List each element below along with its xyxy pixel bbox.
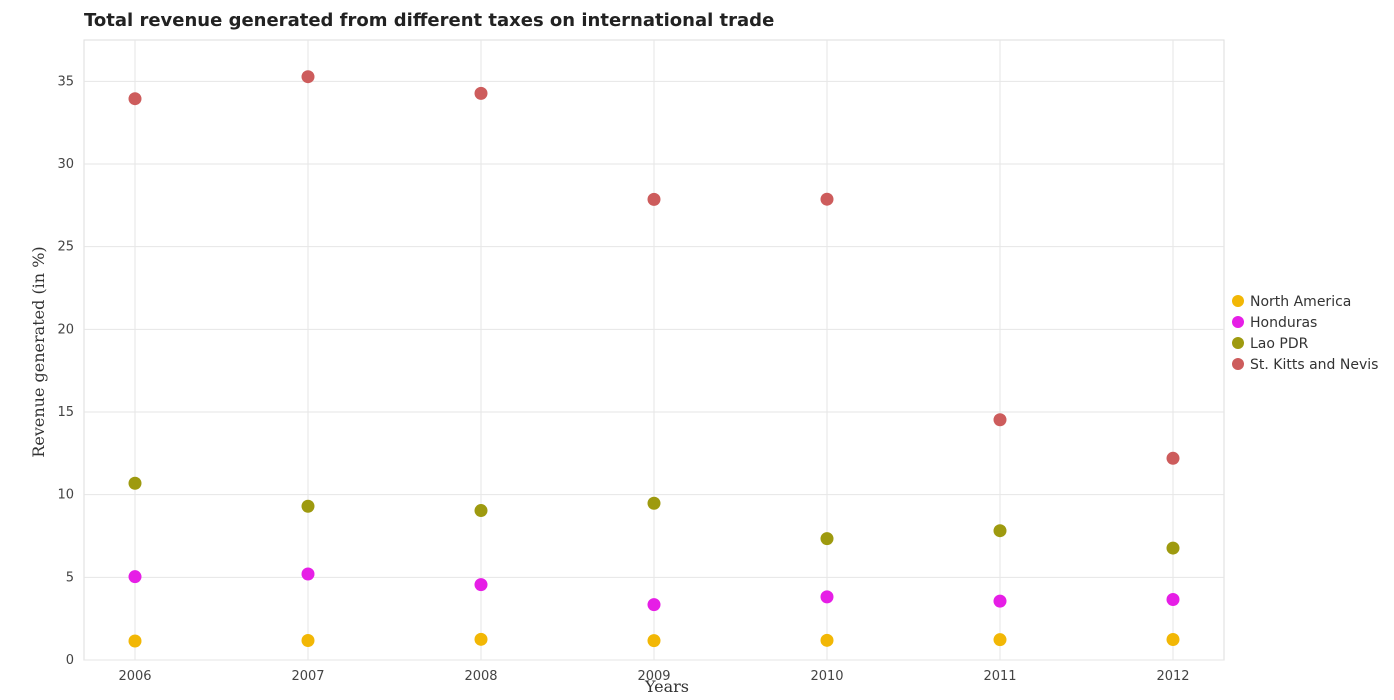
y-tick-label: 15 [57, 405, 74, 420]
legend-marker [1232, 295, 1244, 307]
data-point-north-america [993, 633, 1007, 647]
legend-marker [1232, 337, 1244, 349]
data-point-honduras [1166, 592, 1180, 606]
y-tick-label: 5 [66, 570, 74, 585]
legend-label: Lao PDR [1250, 336, 1309, 352]
data-point-lao-pdr [993, 524, 1007, 538]
data-point-honduras [993, 594, 1007, 608]
data-point-st-kitts-and-nevis [820, 192, 834, 206]
data-point-lao-pdr [647, 496, 661, 510]
data-point-north-america [1166, 632, 1180, 646]
data-point-honduras [820, 590, 834, 604]
legend-marker [1232, 358, 1244, 370]
chart-title: Total revenue generated from different t… [84, 10, 774, 31]
data-point-north-america [647, 634, 661, 648]
data-point-lao-pdr [128, 476, 142, 490]
y-tick-label: 30 [57, 157, 74, 172]
legend: North America Honduras Lao PDR St. Kitts an… [1232, 294, 1378, 373]
data-point-honduras [474, 578, 488, 592]
grid [83, 39, 1225, 661]
x-tick-label: 2009 [637, 669, 670, 684]
y-tick-label: 10 [57, 488, 74, 503]
data-point-st-kitts-and-nevis [301, 70, 315, 84]
legend-label: North America [1250, 294, 1351, 310]
x-tick-label: 2006 [118, 669, 151, 684]
x-tick-label: 2007 [291, 669, 324, 684]
legend-label: Honduras [1250, 315, 1317, 331]
x-tick-label: 2008 [464, 669, 497, 684]
data-point-st-kitts-and-nevis [474, 86, 488, 100]
y-tick-label: 25 [57, 240, 74, 255]
y-tick-label: 35 [57, 74, 74, 89]
data-point-st-kitts-and-nevis [1166, 451, 1180, 465]
x-tick-label: 2012 [1156, 669, 1189, 684]
y-axis-label: Revenue generated (in %) [29, 246, 48, 457]
data-point-north-america [128, 634, 142, 648]
y-tick-label: 0 [66, 653, 74, 668]
data-point-north-america [820, 633, 834, 647]
data-point-lao-pdr [1166, 541, 1180, 555]
data-point-lao-pdr [301, 499, 315, 513]
data-point-honduras [301, 567, 315, 581]
x-tick-label: 2010 [810, 669, 843, 684]
data-point-north-america [474, 632, 488, 646]
data-points [128, 70, 1180, 648]
y-tick-label: 20 [57, 322, 74, 337]
axes: 0 5 10 15 20 25 30 35 2006 2007 2008 2009 2010 2011 20… [57, 74, 1189, 684]
data-point-st-kitts-and-nevis [993, 413, 1007, 427]
data-point-honduras [128, 570, 142, 584]
legend-marker [1232, 316, 1244, 328]
x-axis-label: Years [644, 677, 689, 696]
data-point-st-kitts-and-nevis [647, 192, 661, 206]
data-point-north-america [301, 633, 315, 647]
x-tick-label: 2011 [983, 669, 1016, 684]
data-point-lao-pdr [820, 532, 834, 546]
data-point-honduras [647, 598, 661, 612]
legend-label: St. Kitts and Nevis [1250, 357, 1378, 373]
data-point-st-kitts-and-nevis [128, 92, 142, 106]
data-point-lao-pdr [474, 504, 488, 518]
